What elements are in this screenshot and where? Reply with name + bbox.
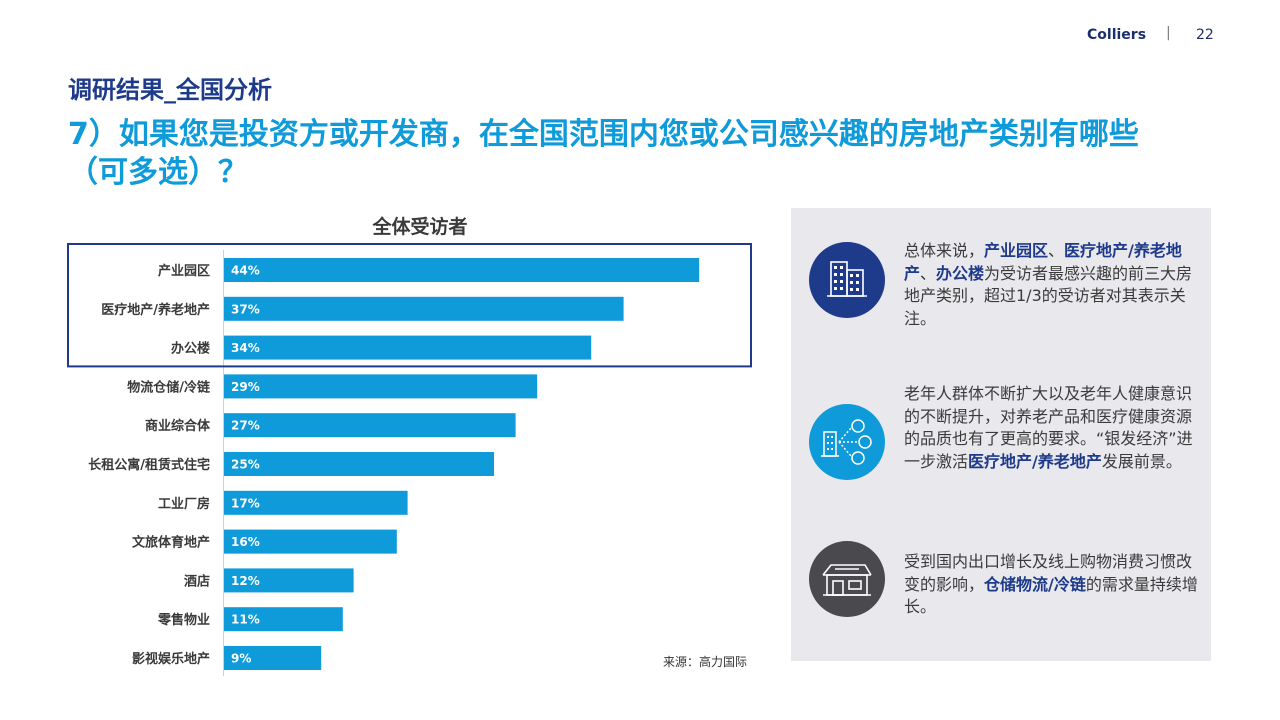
category-label: 产业园区 <box>158 263 210 279</box>
bar <box>224 568 354 593</box>
insight-segment: 发展前景。 <box>1101 451 1182 471</box>
insight-highlight: 医疗地产/养老地产 <box>904 241 1182 283</box>
question-title: 7）如果您是投资方或开发商，在全国范围内您或公司感兴趣的房地产类别有哪些（可多选… <box>68 117 1139 190</box>
insight-highlight: 办公楼 <box>936 263 985 283</box>
insight-segment: 老年人群体不断扩大以及老年人健康意识的不断提升，对养老产品和医疗健康资源的品质也… <box>904 384 1193 471</box>
category-label: 文旅体育地产 <box>132 535 210 551</box>
insight-segment: 、 <box>920 263 937 283</box>
building-people-network-icon <box>809 404 885 480</box>
bar <box>224 490 408 515</box>
insight-segment: 的需求量持续增长。 <box>904 574 1198 617</box>
category-label: 工业厂房 <box>158 496 210 512</box>
data-label: 37% <box>231 302 260 316</box>
data-label: 17% <box>231 496 260 510</box>
insight-highlight: 医疗地产/养老地产 <box>968 451 1102 471</box>
insight-highlight: 产业园区 <box>984 241 1049 260</box>
category-label: 酒店 <box>184 573 210 589</box>
bar-chart: 产业园区 44% 医疗地产/养老地产 37% 办公楼 34% 物流仓储/冷链 29% 商业综合体… <box>67 243 752 676</box>
category-label: 长租公寓/租赁式住宅 <box>88 457 210 473</box>
bar <box>224 646 322 670</box>
data-label: 16% <box>231 535 260 549</box>
data-label: 44% <box>231 264 260 278</box>
bar <box>224 529 397 554</box>
office-buildings-icon <box>809 242 885 318</box>
category-label: 影视娱乐地产 <box>132 651 210 667</box>
data-label: 29% <box>231 380 260 394</box>
bar <box>224 607 343 632</box>
data-label: 11% <box>231 613 260 627</box>
category-label: 零售物业 <box>157 612 210 628</box>
data-label: 27% <box>231 419 260 433</box>
insight-highlight: 仓储物流/冷链 <box>984 574 1086 594</box>
insight-text-2: 老年人群体不断扩大以及老年人健康意识的不断提升，对养老产品和医疗健康资源的品质也… <box>904 383 1199 473</box>
section-title: 调研结果_全国分析 <box>68 76 272 104</box>
chart-title: 全体受访者 <box>372 216 468 238</box>
bar <box>224 258 700 282</box>
insight-segment: 为受访者最感兴趣的前三大房地产类别，超过1/3的受访者对其表示关注。 <box>904 263 1193 328</box>
bar <box>224 296 624 321</box>
bar <box>224 374 538 399</box>
insight-text-3: 受到国内出口增长及线上购物消费习惯改变的影响，仓储物流/冷链的需求量持续增长。 <box>904 551 1199 619</box>
data-label: 34% <box>231 341 260 355</box>
data-label: 9% <box>231 652 251 666</box>
data-label: 12% <box>231 574 260 588</box>
insight-text-1: 总体来说，产业园区、医疗地产/养老地产、办公楼为受访者最感兴趣的前三大房地产类别… <box>904 240 1199 330</box>
category-label: 办公楼 <box>171 341 210 357</box>
insight-segment: 、 <box>1048 241 1065 260</box>
top3-highlight-box <box>67 243 752 368</box>
insights-panel: 总体来说，产业园区、医疗地产/养老地产、办公楼为受访者最感兴趣的前三大房地产类别… <box>791 208 1211 661</box>
category-label: 商业综合体 <box>145 418 211 434</box>
insight-segment: 总体来说， <box>904 241 985 260</box>
bar <box>224 452 494 476</box>
category-label: 医疗地产/养老地产 <box>101 302 210 318</box>
insight-segment: 受到国内出口增长及线上购物消费习惯改变的影响， <box>904 552 1193 594</box>
bar <box>224 335 592 360</box>
warehouse-icon <box>809 541 885 617</box>
header-separator: | <box>1166 25 1171 41</box>
source-note: 来源：高力国际 <box>663 655 748 669</box>
category-label: 物流仓储/冷链 <box>127 379 211 395</box>
data-label: 25% <box>231 458 260 472</box>
bar <box>224 413 516 438</box>
page-number: 22 <box>1196 27 1214 43</box>
brand-logo: Colliers <box>1087 27 1147 43</box>
